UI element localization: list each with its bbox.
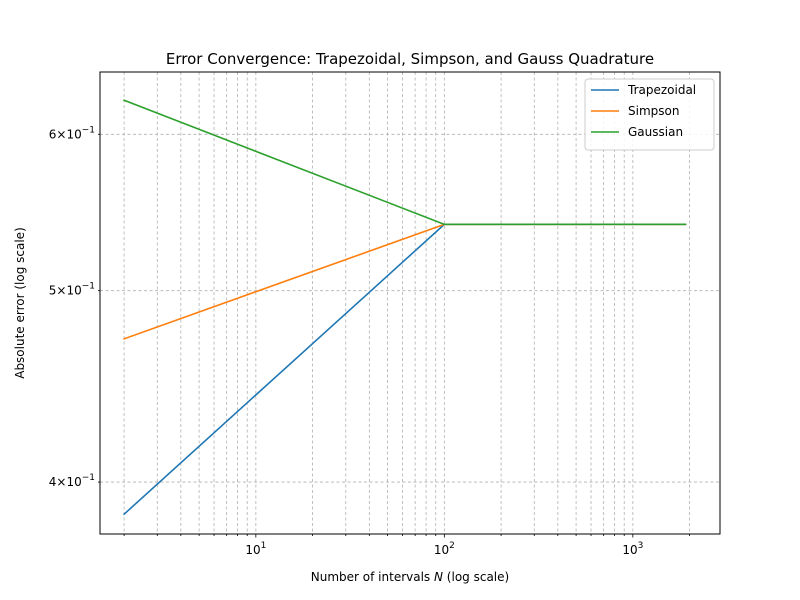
y-axis-label: Absolute error (log scale) [13,227,27,379]
chart-title: Error Convergence: Trapezoidal, Simpson,… [166,50,654,68]
y-tick-label: 4×10−1 [49,473,95,489]
legend-label: Simpson [628,104,679,118]
legend-label: Trapezoidal [627,83,696,97]
axes-frame [99,71,721,535]
series-line-trapezoidal [122,223,687,516]
legend-label: Gaussian [628,125,683,139]
series-line-simpson [123,223,687,340]
series-line-gaussian [123,99,687,226]
x-tick-label: 102 [434,541,455,557]
x-axis-label: Number of intervals N (log scale) [311,570,509,584]
y-tick-label: 5×10−1 [49,282,95,298]
x-tick-label: 103 [622,541,643,557]
ticks: 4×10−1 5×10−1 6×10−1 101 102 103 [49,125,690,557]
series-lines [122,99,687,516]
grid [100,72,720,534]
legend: Trapezoidal Simpson Gaussian [584,78,715,151]
x-axis-label-var: N [434,570,443,584]
x-tick-label: 101 [245,541,266,557]
y-tick-label: 6×10−1 [49,125,95,141]
